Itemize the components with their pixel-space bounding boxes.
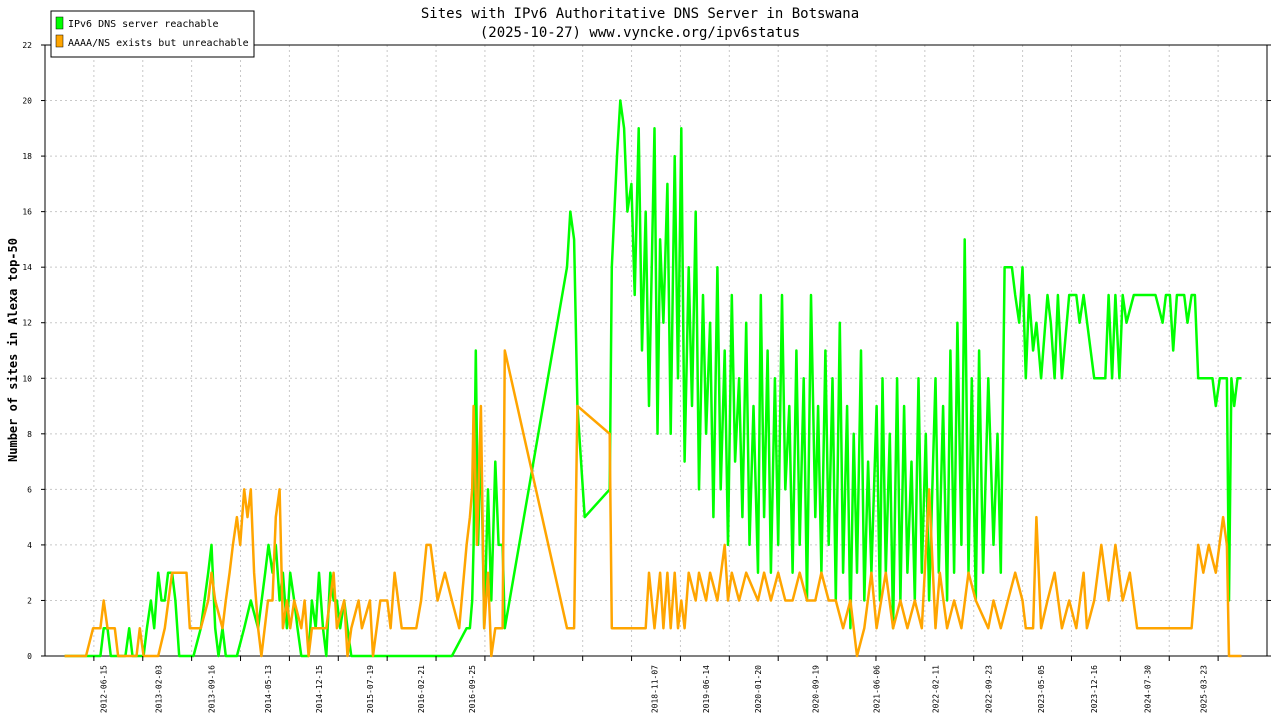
x-tick-label: 2020-09-19 xyxy=(811,665,820,713)
x-tick-label: 2014-05-13 xyxy=(264,665,273,713)
y-tick-label: 4 xyxy=(27,541,32,550)
chart-subtitle: (2025-10-27) www.vyncke.org/ipv6status xyxy=(480,25,800,41)
x-tick-label: 2013-02-03 xyxy=(155,665,164,713)
y-tick-label: 18 xyxy=(22,152,32,161)
legend: IPv6 DNS server reachable AAAA/NS exists… xyxy=(50,10,255,58)
x-tick-label: 2023-05-05 xyxy=(1037,665,1046,713)
y-tick-label: 14 xyxy=(22,263,32,272)
legend-label-unreachable: AAAA/NS exists but unreachable xyxy=(68,38,249,49)
plot-frame xyxy=(44,44,1268,657)
y-tick-label: 2 xyxy=(27,596,32,605)
x-tick-label: 2015-07-19 xyxy=(366,665,375,713)
y-tick-label: 22 xyxy=(22,41,32,50)
y-axis: 0 2 4 6 8 10 12 14 16 18 20 22 xyxy=(22,41,1271,661)
x-tick-label: 2012-06-15 xyxy=(100,665,109,713)
x-tick-label: 2014-12-15 xyxy=(315,665,324,713)
legend-swatch-reachable xyxy=(55,16,64,30)
x-tick-label: 2023-12-16 xyxy=(1090,665,1099,713)
x-tick-label: 2024-07-30 xyxy=(1144,665,1153,713)
y-axis-label: Number of sites in Alexa top-50 xyxy=(6,238,20,462)
y-tick-label: 6 xyxy=(27,485,32,494)
x-tick-label: 2013-09-16 xyxy=(208,665,217,713)
y-tick-label: 10 xyxy=(22,374,32,383)
series-layer xyxy=(64,99,1242,658)
y-tick-label: 16 xyxy=(22,208,32,217)
x-tick-label: 2020-01-20 xyxy=(754,665,763,713)
legend-label-reachable: IPv6 DNS server reachable xyxy=(68,19,219,30)
x-tick-label: 2025-03-23 xyxy=(1199,665,1208,713)
x-tick-label: 2018-11-07 xyxy=(650,665,659,713)
x-tick-label: 2016-09-25 xyxy=(468,665,477,713)
x-tick-label: 2021-06-06 xyxy=(873,665,882,713)
series-line-unreachable xyxy=(64,349,1242,658)
series-line-reachable xyxy=(64,99,1242,658)
y-tick-label: 0 xyxy=(27,652,32,661)
y-tick-label: 8 xyxy=(27,430,32,439)
x-tick-label: 2016-02-21 xyxy=(417,665,426,713)
y-tick-label: 20 xyxy=(22,97,32,106)
x-tick-label: 2022-02-11 xyxy=(932,665,941,713)
x-tick-label: 2022-09-23 xyxy=(984,665,993,713)
legend-swatch-unreachable xyxy=(55,34,64,48)
x-tick-label: 2019-06-14 xyxy=(702,665,711,713)
x-axis: 2012-06-15 2013-02-03 2013-09-16 2014-05-13… xyxy=(93,656,1219,713)
legend-box xyxy=(50,10,255,58)
chart-title: Sites with IPv6 Authoritative DNS Server… xyxy=(421,6,859,22)
y-tick-label: 12 xyxy=(22,319,32,328)
